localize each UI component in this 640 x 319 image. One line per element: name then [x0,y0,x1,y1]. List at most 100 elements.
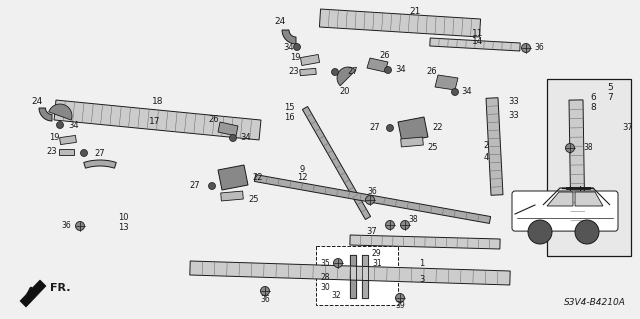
Text: 26: 26 [380,50,390,60]
Circle shape [56,122,63,129]
Polygon shape [300,55,319,65]
Text: 37: 37 [367,227,378,236]
Circle shape [81,150,88,157]
Text: 22: 22 [252,174,262,182]
Text: 36: 36 [61,221,71,231]
Polygon shape [300,68,316,76]
FancyBboxPatch shape [547,79,631,256]
Text: 36: 36 [260,294,270,303]
Circle shape [385,220,394,229]
Circle shape [230,135,237,142]
Text: 6: 6 [590,93,596,102]
Text: 25: 25 [427,144,438,152]
Text: 32: 32 [331,292,341,300]
Text: 24: 24 [275,18,285,26]
Polygon shape [486,98,503,195]
Text: 39: 39 [395,301,405,310]
Polygon shape [39,108,52,121]
Text: 26: 26 [427,68,437,77]
Polygon shape [435,75,458,90]
Polygon shape [367,58,388,72]
Polygon shape [569,100,585,230]
Polygon shape [54,100,261,140]
Polygon shape [547,192,573,206]
Circle shape [209,182,216,189]
Polygon shape [302,107,371,219]
Text: 28: 28 [320,273,330,283]
Text: 2: 2 [483,140,488,150]
Text: 23: 23 [47,147,58,157]
Circle shape [575,220,599,244]
Text: 36: 36 [367,188,377,197]
Text: 38: 38 [583,144,593,152]
Polygon shape [254,174,491,223]
Text: 16: 16 [284,114,295,122]
Text: 23: 23 [289,68,300,77]
Text: 27: 27 [369,123,380,132]
Circle shape [401,220,410,229]
Text: 17: 17 [149,117,161,127]
Polygon shape [218,165,248,190]
Text: 1: 1 [419,258,424,268]
Text: 34: 34 [395,65,406,75]
Text: 12: 12 [297,174,307,182]
Text: 9: 9 [300,166,305,174]
Text: 13: 13 [118,222,129,232]
Polygon shape [20,280,46,307]
Polygon shape [337,67,356,86]
Polygon shape [398,117,428,142]
Circle shape [385,66,392,73]
Text: 34: 34 [240,133,251,143]
Text: 29: 29 [372,249,381,257]
Text: 19: 19 [49,133,60,143]
Text: 33: 33 [508,110,519,120]
Text: 3: 3 [419,276,425,285]
Circle shape [528,220,552,244]
Text: 21: 21 [410,8,420,17]
Polygon shape [319,9,481,37]
Circle shape [451,88,458,95]
Text: 18: 18 [152,98,164,107]
Text: 5: 5 [607,84,613,93]
Text: 34: 34 [68,121,79,130]
FancyBboxPatch shape [316,246,398,305]
Circle shape [260,286,269,295]
Circle shape [396,293,404,302]
Circle shape [332,69,339,76]
Circle shape [365,196,374,204]
Text: 19: 19 [290,53,300,62]
Circle shape [522,43,531,53]
Text: 37: 37 [622,123,633,132]
Text: 25: 25 [248,196,259,204]
Text: 36: 36 [534,43,544,53]
Text: 34: 34 [284,42,294,51]
Polygon shape [49,104,72,120]
Text: 30: 30 [320,284,330,293]
Text: 26: 26 [209,115,220,124]
Text: S3V4-B4210A: S3V4-B4210A [564,298,626,307]
Text: 11: 11 [472,28,484,38]
Text: 20: 20 [340,86,350,95]
FancyBboxPatch shape [512,191,618,231]
Text: 27: 27 [347,68,358,77]
Polygon shape [430,38,520,51]
Polygon shape [401,137,423,147]
Circle shape [387,124,394,131]
Text: 38: 38 [408,216,418,225]
Text: 33: 33 [508,98,519,107]
Circle shape [566,144,575,152]
Polygon shape [218,122,238,136]
Text: 15: 15 [285,103,295,113]
Polygon shape [221,191,243,201]
Text: 22: 22 [432,123,442,132]
Circle shape [294,43,301,50]
Polygon shape [575,192,603,206]
Text: 10: 10 [118,213,129,222]
Text: 27: 27 [189,182,200,190]
Text: 14: 14 [472,38,484,47]
Text: 35: 35 [320,258,330,268]
Circle shape [76,221,84,231]
Text: FR.: FR. [50,283,70,293]
Text: 27: 27 [94,149,104,158]
Text: 31: 31 [372,258,381,268]
